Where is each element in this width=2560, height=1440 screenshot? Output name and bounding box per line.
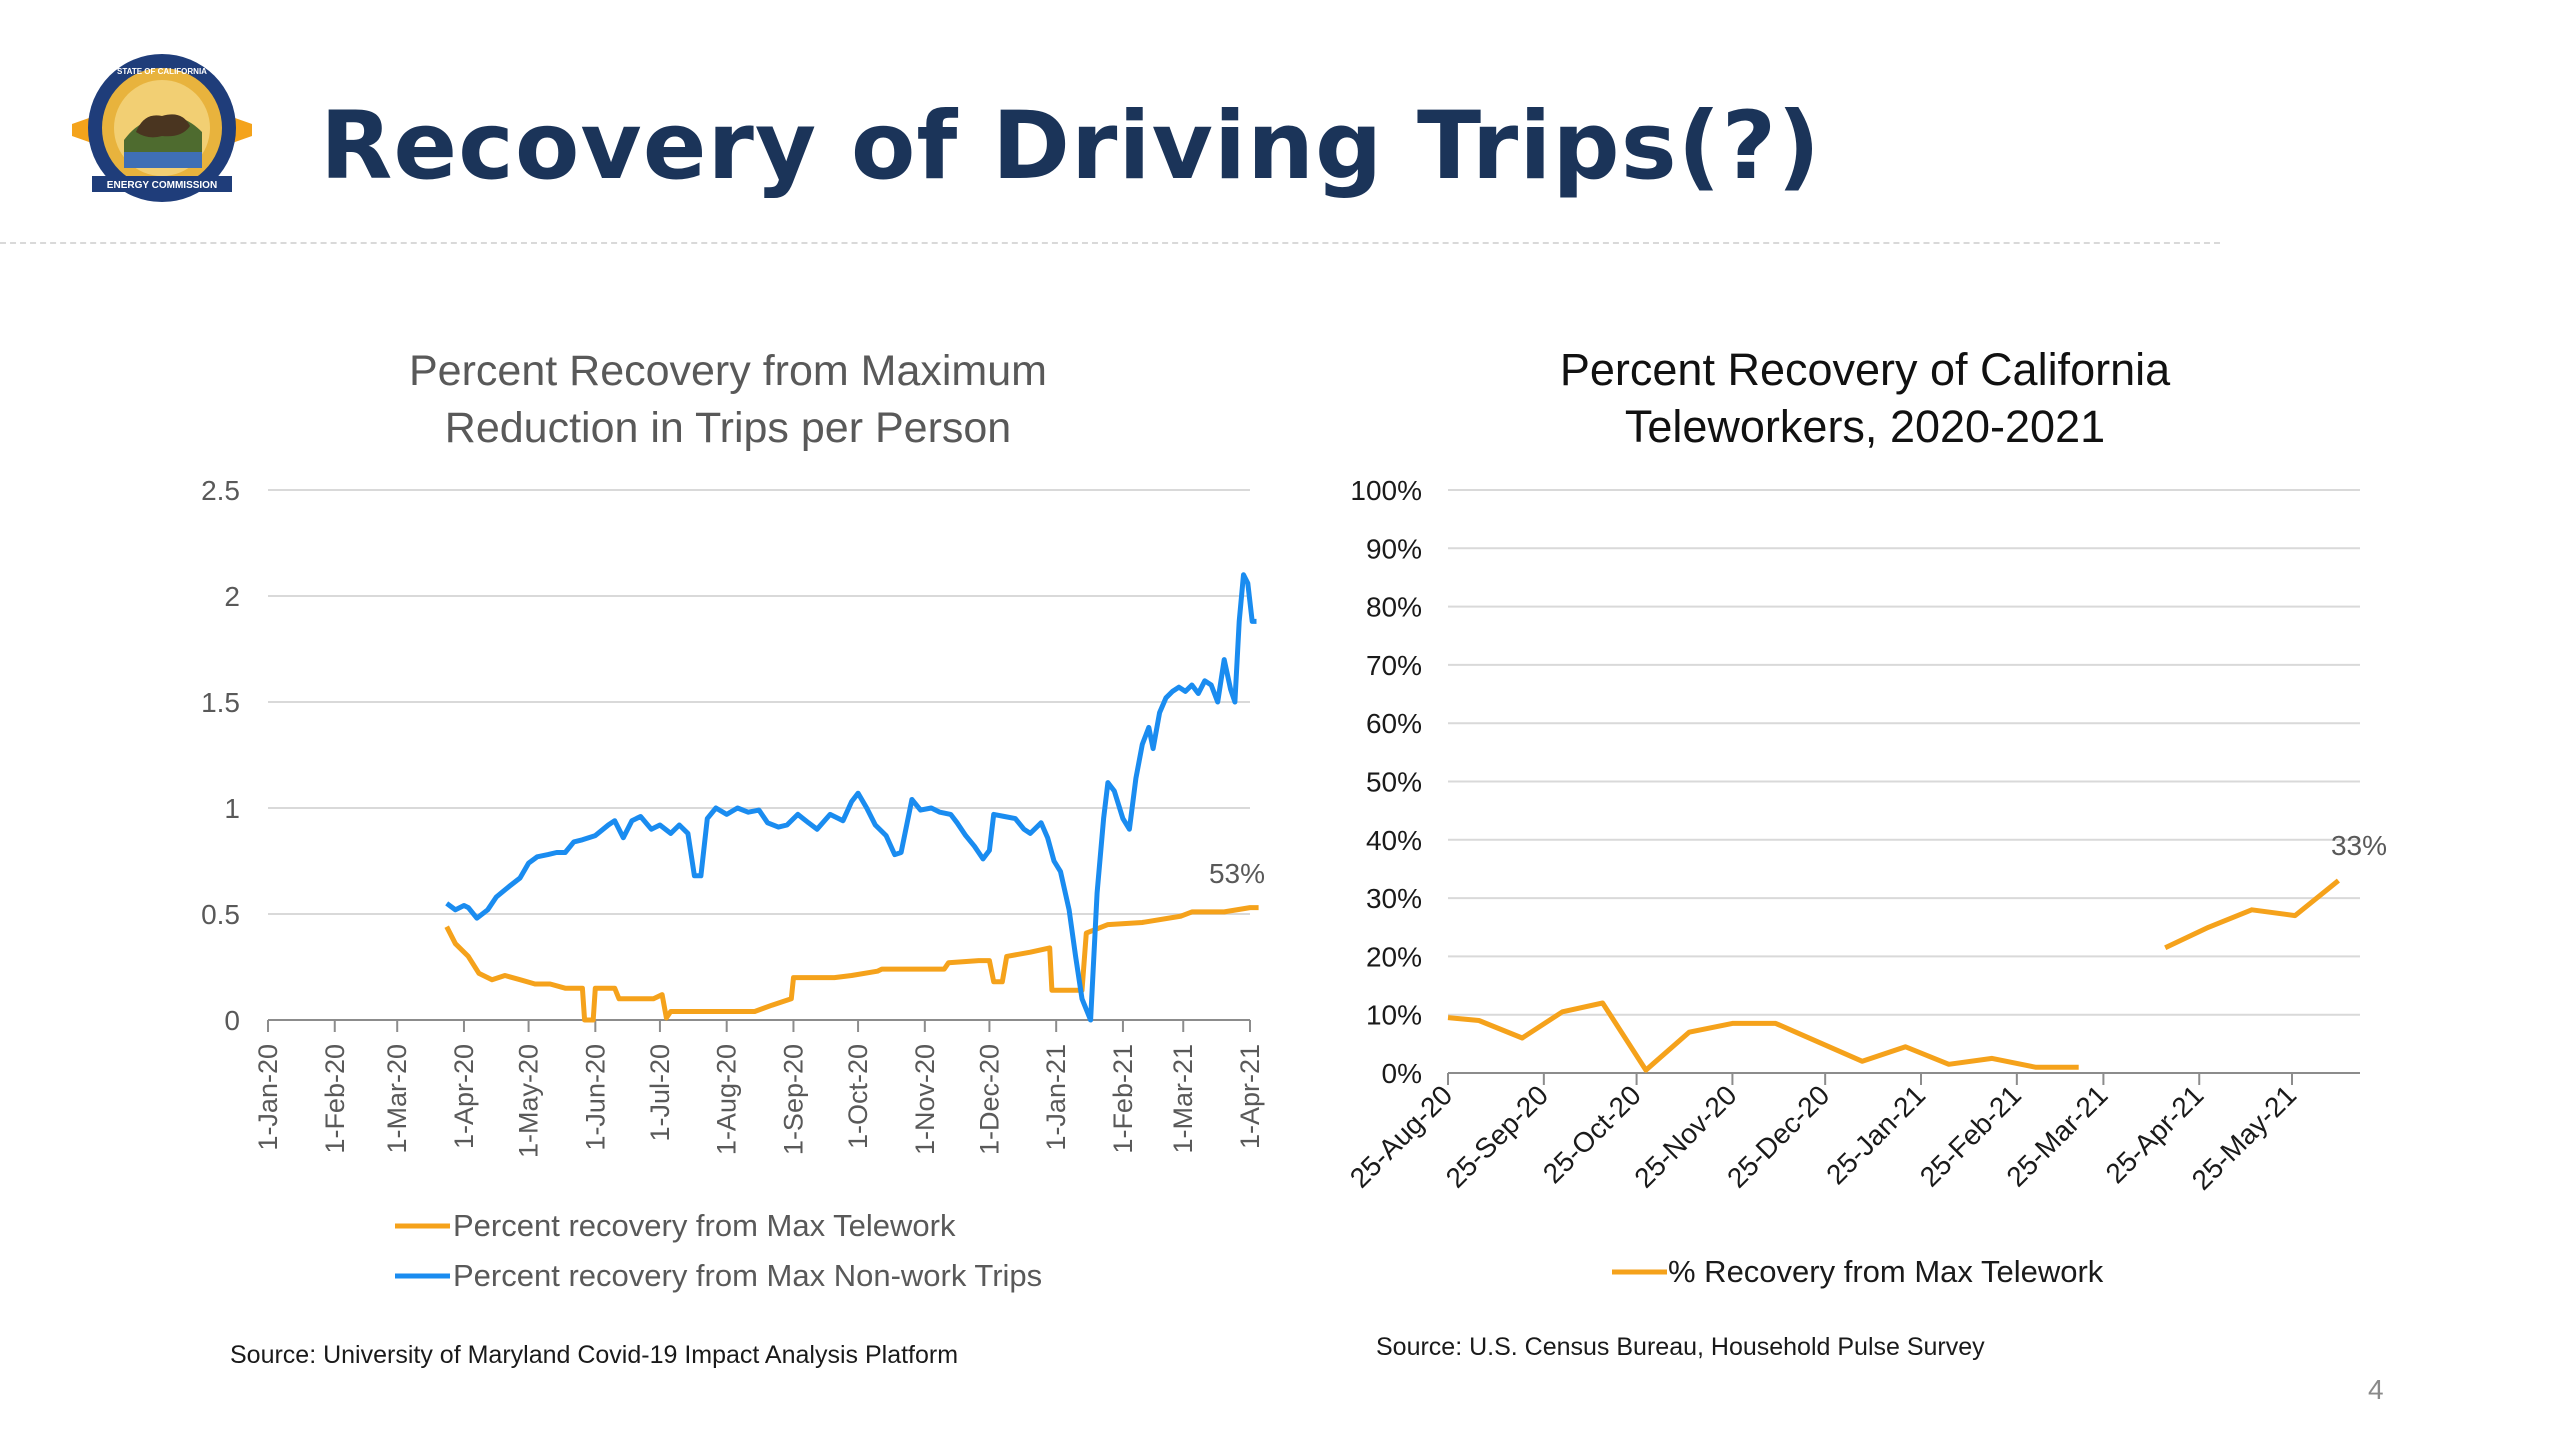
chart1-legend-nonwork: Percent recovery from Max Non-work Trips: [453, 1258, 1042, 1293]
chart1-title-line2: Reduction in Trips per Person: [445, 404, 1011, 452]
chart1-series-nonwork-line: [445, 572, 1257, 1023]
chart1-x-tick-label: 1-Apr-21: [1235, 1044, 1265, 1149]
chart1-x-tick-label: 1-Mar-20: [382, 1044, 412, 1154]
chart2-y-tick-label: 10%: [1366, 1000, 1422, 1031]
chart2-annotation: 33%: [2331, 830, 2387, 861]
chart2-x-tick-label: 25-Sep-20: [1440, 1079, 1554, 1193]
chart2-y-tick-label: 30%: [1366, 883, 1422, 914]
chart2-series-telework-line: [1447, 1000, 2079, 1073]
chart2-legend: % Recovery from Max Telework: [1612, 1254, 2104, 1289]
chart1-source: Source: University of Maryland Covid-19 …: [230, 1341, 958, 1369]
chart2-y-tick-label: 40%: [1366, 825, 1422, 856]
chart2-y-tick-label: 100%: [1350, 475, 1422, 506]
chart1-x-tick-label: 1-Jul-20: [645, 1044, 675, 1142]
chart1-y-tick-label: 2: [224, 581, 240, 612]
title-divider: [0, 242, 2220, 244]
chart1-y-axis: 0 0.5 1 1.5 2 2.5: [201, 475, 240, 1036]
energy-commission-logo: ENERGY COMMISSION STATE OF CALIFORNIA: [62, 40, 262, 210]
chart2-y-tick-label: 80%: [1366, 592, 1422, 623]
chart1-y-tick-label: 0: [224, 1005, 240, 1036]
chart1-x-tick-label: 1-Oct-20: [843, 1044, 873, 1149]
chart1-legend-telework: Percent recovery from Max Telework: [453, 1208, 956, 1243]
chart1-x-tick-label: 1-Jun-20: [580, 1044, 610, 1151]
chart1-x-tick-label: 1-Sep-20: [778, 1044, 808, 1155]
chart2-title-line2: Teleworkers, 2020-2021: [1625, 401, 2105, 452]
chart-trips: Percent Recovery from Maximum Reduction …: [201, 347, 1265, 1369]
chart1-series-telework-line: [444, 905, 1259, 1023]
logo-text-top: STATE OF CALIFORNIA: [117, 67, 207, 76]
chart2-series-telework-line: [2164, 878, 2340, 950]
chart1-x-tick-label: 1-Aug-20: [712, 1044, 742, 1155]
chart2-source: Source: U.S. Census Bureau, Household Pu…: [1376, 1333, 1985, 1361]
chart2-x-tick-label: 25-Jan-21: [1820, 1079, 1931, 1190]
chart1-y-tick-label: 2.5: [201, 475, 240, 506]
chart2-y-tick-label: 70%: [1366, 650, 1422, 681]
chart2-y-tick-label: 50%: [1366, 767, 1422, 798]
chart1-x-tick-label: 1-Dec-20: [974, 1044, 1004, 1155]
chart2-y-tick-label: 0%: [1382, 1058, 1422, 1089]
chart2-y-tick-label: 20%: [1366, 941, 1422, 972]
chart1-x-tick-label: 1-Mar-21: [1168, 1044, 1198, 1154]
chart2-x-tick-label: 25-Aug-20: [1344, 1079, 1458, 1193]
chart2-title-line1: Percent Recovery of California: [1560, 344, 2171, 395]
chart2-y-tick-label: 60%: [1366, 708, 1422, 739]
slide-title: Recovery of Driving Trips(?): [320, 92, 1822, 201]
logo-text-bottom: ENERGY COMMISSION: [107, 180, 217, 191]
chart1-x-axis: 1-Jan-20 1-Feb-20 1-Mar-20 1-Apr-20 1-May-20…: [253, 1019, 1265, 1158]
chart1-x-tick-label: 1-Jan-21: [1041, 1044, 1071, 1151]
chart1-y-tick-label: 1: [224, 793, 240, 824]
chart1-annotation: 53%: [1209, 858, 1265, 889]
chart1-x-tick-label: 1-Feb-20: [320, 1044, 350, 1154]
chart1-x-tick-label: 1-Apr-20: [449, 1044, 479, 1149]
chart1-title-line1: Percent Recovery from Maximum: [409, 347, 1047, 395]
chart1-y-tick-label: 0.5: [201, 899, 240, 930]
chart2-y-tick-label: 90%: [1366, 533, 1422, 564]
chart1-legend: Percent recovery from Max Telework Perce…: [395, 1208, 1042, 1293]
chart2-x-axis: 25-Aug-2025-Sep-2025-Oct-2025-Nov-2025-D…: [1344, 1072, 2360, 1196]
chart2-legend-label: % Recovery from Max Telework: [1668, 1254, 2104, 1289]
chart1-x-tick-label: 1-May-20: [514, 1044, 544, 1158]
chart1-y-tick-label: 1.5: [201, 687, 240, 718]
page-number: 4: [2368, 1374, 2384, 1405]
chart1-x-tick-label: 1-Nov-20: [910, 1044, 940, 1155]
chart-teleworkers: Percent Recovery of California Teleworke…: [1344, 344, 2387, 1361]
chart2-gridlines: [1448, 489, 2360, 1016]
chart2-series: [1447, 878, 2340, 1073]
chart1-x-tick-label: 1-Jan-20: [253, 1044, 283, 1151]
chart1-x-tick-label: 1-Feb-21: [1108, 1044, 1138, 1154]
chart1-series: [444, 572, 1259, 1023]
chart2-x-tick-label: 25-Dec-20: [1721, 1079, 1835, 1193]
chart2-y-axis: 0% 10% 20% 30% 40% 50% 60% 70% 80% 90% 100%: [1350, 475, 1422, 1089]
